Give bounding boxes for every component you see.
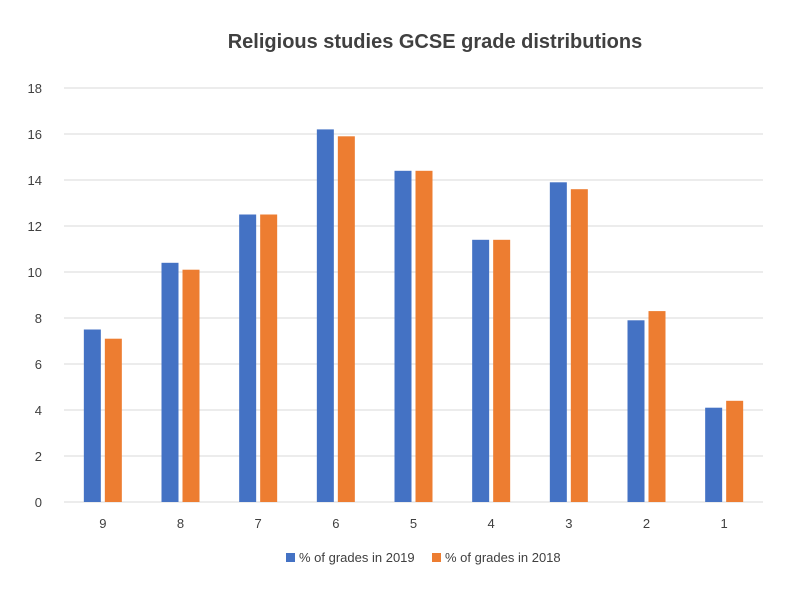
- x-tick-label: 6: [332, 516, 339, 531]
- x-tick-label: 5: [410, 516, 417, 531]
- bar-2018-grade-4: [493, 239, 511, 503]
- x-tick-label: 2: [643, 516, 650, 531]
- bar-2018-grade-1: [726, 400, 744, 502]
- gridlines: [64, 87, 763, 503]
- bars: [83, 129, 744, 503]
- bar-2018-grade-5: [415, 170, 433, 503]
- legend-swatch: [432, 553, 441, 562]
- bar-2019-grade-6: [316, 129, 334, 502]
- x-axis-ticks: 9 8 7 6 5 4 3 2 1: [99, 516, 728, 531]
- bar-2019-grade-8: [161, 262, 179, 502]
- bar-2019-grade-1: [705, 407, 723, 502]
- y-axis-ticks: 0 2 4 6 8 10 12 14 16 18: [28, 81, 42, 510]
- bar-2018-grade-9: [104, 338, 122, 502]
- y-tick-label: 14: [28, 173, 42, 188]
- bar-2019-grade-9: [83, 329, 101, 502]
- bar-2019-grade-5: [394, 170, 412, 503]
- x-tick-label: 8: [177, 516, 184, 531]
- y-tick-label: 12: [28, 219, 42, 234]
- bar-2018-grade-7: [260, 214, 278, 502]
- legend: % of grades in 2019 % of grades in 2018: [286, 550, 561, 565]
- legend-label: % of grades in 2018: [445, 550, 561, 565]
- bar-2019-grade-2: [627, 320, 645, 502]
- bar-2019-grade-3: [549, 182, 567, 503]
- chart-title: Religious studies GCSE grade distributio…: [228, 31, 643, 53]
- x-tick-label: 1: [721, 516, 728, 531]
- y-tick-label: 2: [35, 449, 42, 464]
- y-tick-label: 8: [35, 311, 42, 326]
- bar-2018-grade-3: [570, 189, 588, 502]
- x-tick-label: 3: [565, 516, 572, 531]
- x-tick-label: 7: [255, 516, 262, 531]
- bar-2018-grade-8: [182, 269, 200, 502]
- y-tick-label: 16: [28, 127, 42, 142]
- bar-2019-grade-4: [472, 239, 490, 503]
- bar-2018-grade-2: [648, 311, 666, 502]
- legend-swatch: [286, 553, 295, 562]
- y-tick-label: 4: [35, 403, 42, 418]
- legend-label: % of grades in 2019: [299, 550, 415, 565]
- y-tick-label: 10: [28, 265, 42, 280]
- y-tick-label: 18: [28, 81, 42, 96]
- y-tick-label: 6: [35, 357, 42, 372]
- bar-2018-grade-6: [337, 136, 355, 503]
- x-tick-label: 9: [99, 516, 106, 531]
- bar-2019-grade-7: [239, 214, 257, 502]
- x-tick-label: 4: [488, 516, 495, 531]
- y-tick-label: 0: [35, 495, 42, 510]
